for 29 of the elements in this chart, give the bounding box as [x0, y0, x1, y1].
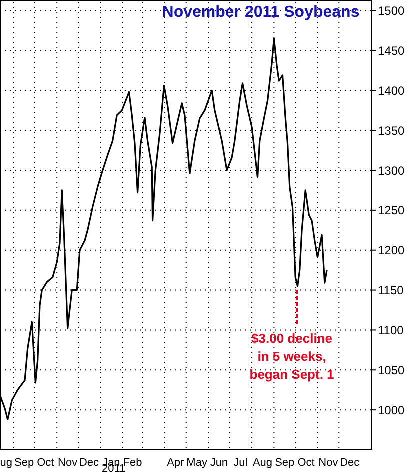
x-tick-label: Sep	[275, 456, 295, 469]
x-tick-label: Oct	[37, 456, 54, 469]
y-tick-label: 1300	[378, 164, 406, 178]
x-tick-label: May	[186, 456, 208, 469]
y-tick-label: 1050	[378, 363, 406, 378]
text: 2011	[102, 463, 126, 472]
y-tick-label: 1350	[378, 124, 406, 138]
x-tick-label: Sep	[14, 456, 34, 469]
y-tick-label: 1100	[378, 323, 404, 338]
x-tick-label: ug	[0, 456, 13, 469]
annotation: $3.00 decline in 5 weeks, began Sept. 1	[248, 330, 336, 384]
y-tick-label: 1250	[378, 204, 406, 218]
y-tick-label: 1400	[378, 84, 406, 98]
y-tick-label: 1150	[378, 284, 404, 298]
y-tick-label: 1500	[378, 4, 406, 18]
x-tick-label: Dec	[79, 456, 100, 469]
chart-title: November 2011 Soybeans	[161, 4, 361, 22]
x-tick-label: Jun	[210, 456, 228, 469]
x-tick-label: Feb	[123, 456, 142, 469]
x-tick-label: Aug	[252, 456, 273, 469]
x-tick-label: Dec	[340, 456, 360, 469]
x-tick-label: Nov	[58, 456, 78, 469]
x-tick-label: Oct	[298, 456, 315, 469]
y-tick-label: 1450	[378, 44, 406, 58]
x-tick-label: Apr	[167, 456, 185, 469]
y-tick-label: 1000	[378, 403, 406, 418]
y-tick-label: 1200	[378, 244, 406, 258]
x-tick-label: Nov	[318, 456, 339, 469]
x-tick-label: Jul	[234, 456, 248, 469]
